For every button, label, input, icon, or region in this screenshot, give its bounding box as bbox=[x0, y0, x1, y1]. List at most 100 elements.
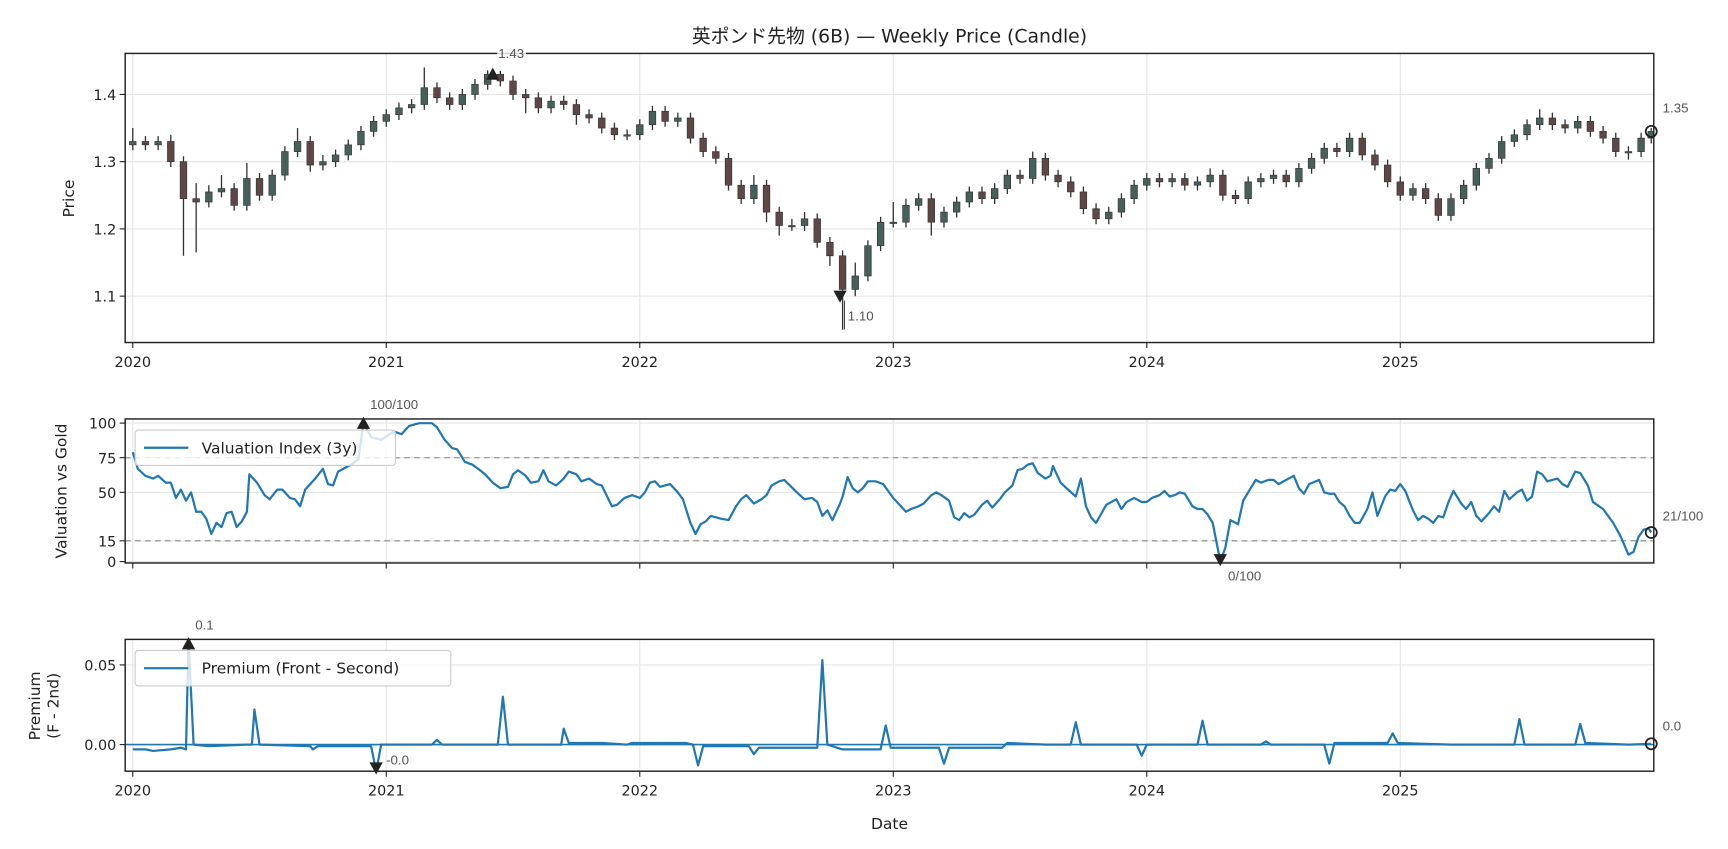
premium-x-tick-label: 2021 bbox=[368, 784, 405, 800]
candle-down bbox=[1358, 137, 1366, 156]
premium-x-tick-label: 2023 bbox=[875, 784, 912, 800]
candle-up bbox=[547, 100, 555, 109]
candle-up bbox=[344, 144, 352, 156]
premium-legend-box bbox=[134, 649, 452, 687]
premium-y-label-line2: (F - 2nd) bbox=[45, 673, 63, 739]
candle-down bbox=[737, 184, 745, 199]
candle-up bbox=[471, 84, 479, 95]
candle-up bbox=[319, 161, 327, 166]
plot-layer: 2020 2021 2022 2023 2024 2025 1.1 1.2 1.3 1.4 1.10… bbox=[84, 52, 1703, 800]
candle-up bbox=[1574, 120, 1582, 129]
premium-max-marker bbox=[181, 637, 196, 650]
candle-up bbox=[1029, 157, 1037, 179]
candle-down bbox=[255, 178, 264, 196]
candle-up bbox=[1498, 141, 1506, 159]
candle-down bbox=[978, 191, 986, 199]
candle-up bbox=[1624, 151, 1633, 154]
candle-up bbox=[674, 117, 682, 122]
candle-up bbox=[420, 87, 428, 105]
candle-down bbox=[1219, 174, 1227, 196]
price-min-marker bbox=[833, 290, 847, 303]
candle-up bbox=[889, 221, 897, 224]
candle-up bbox=[648, 110, 657, 126]
price-x-tick-label: 2024 bbox=[1128, 355, 1165, 371]
candle-up bbox=[1105, 211, 1113, 220]
premium-min-label: -0.0 bbox=[386, 753, 409, 768]
premium-last-marker bbox=[1644, 737, 1658, 751]
price-max-label-bg bbox=[497, 45, 526, 62]
candle-up bbox=[623, 134, 631, 137]
premium-y-tick-label: 0.00 bbox=[84, 738, 116, 754]
candle-up bbox=[1460, 184, 1468, 199]
chart-title: 英ポンド先物 (6B) — Weekly Price (Candle) bbox=[692, 25, 1087, 47]
candle-up bbox=[1257, 178, 1265, 183]
valuation-y-tick-label: 15 bbox=[98, 534, 116, 550]
candle-up bbox=[205, 191, 213, 203]
candle-down bbox=[1092, 208, 1100, 220]
candle-down bbox=[1231, 194, 1240, 199]
candle-up bbox=[940, 211, 948, 223]
candle-up bbox=[788, 225, 796, 228]
candle-down bbox=[1181, 178, 1189, 186]
candle-up bbox=[1523, 124, 1531, 136]
premium-plot-area bbox=[132, 639, 1652, 772]
candle-up bbox=[1117, 198, 1126, 213]
price-max-marker bbox=[486, 67, 500, 80]
valuation-y-tick-label: 100 bbox=[89, 417, 116, 433]
valuation-y-tick-label: 0 bbox=[107, 555, 116, 571]
price-x-tick-label: 2022 bbox=[621, 355, 658, 371]
candle-up bbox=[331, 154, 340, 163]
candle-up bbox=[458, 94, 466, 105]
price-last-marker bbox=[1644, 124, 1658, 138]
candle-down bbox=[1434, 198, 1442, 216]
candle-up bbox=[129, 141, 137, 146]
candle-up bbox=[281, 151, 289, 176]
candle-up bbox=[914, 198, 923, 206]
candle-down bbox=[1016, 174, 1024, 179]
premium-last-label: 0.0 bbox=[1663, 719, 1681, 734]
valuation-legend: Valuation Index (3y) bbox=[134, 429, 396, 467]
candle-up bbox=[382, 114, 390, 122]
price-x-tick-label: 2025 bbox=[1382, 355, 1419, 371]
price-x-tick-label: 2023 bbox=[875, 355, 912, 371]
candle-up bbox=[1130, 184, 1138, 199]
candle-up bbox=[952, 201, 961, 213]
candle-down bbox=[560, 100, 568, 105]
candle-up bbox=[750, 184, 758, 199]
candle-down bbox=[433, 87, 441, 99]
candle-down bbox=[1383, 164, 1392, 183]
candle-up bbox=[357, 131, 365, 146]
valuation-y-tick-label: 50 bbox=[98, 486, 116, 502]
candle-up bbox=[1307, 157, 1316, 169]
valuation-legend-box bbox=[134, 429, 396, 467]
valuation-last-marker bbox=[1644, 526, 1658, 539]
premium-max-label: 0.1 bbox=[195, 617, 213, 632]
candle-up bbox=[902, 205, 910, 223]
candle-up bbox=[154, 141, 162, 146]
candle-down bbox=[610, 127, 619, 136]
candle-up bbox=[1637, 137, 1645, 152]
candle-up bbox=[1472, 168, 1480, 186]
candle-down bbox=[192, 198, 200, 203]
candle-down bbox=[585, 114, 593, 119]
candle-up bbox=[1003, 174, 1012, 189]
candle-down bbox=[1421, 188, 1430, 199]
candle-up bbox=[1536, 117, 1544, 126]
candle-down bbox=[775, 211, 783, 226]
premium-y-tick-label: 0.05 bbox=[84, 658, 116, 674]
candle-down bbox=[1396, 181, 1404, 196]
candle-down bbox=[445, 97, 454, 105]
price-plot-area bbox=[129, 67, 1654, 330]
candle-down bbox=[1371, 154, 1379, 166]
valuation-min-label: 0/100 bbox=[1228, 569, 1261, 584]
premium-axes-frame bbox=[124, 638, 1655, 772]
price-x-tick-label: 2020 bbox=[114, 355, 151, 371]
candle-up bbox=[268, 174, 276, 196]
candle-down bbox=[522, 94, 530, 99]
candle-up bbox=[800, 218, 809, 226]
candle-down bbox=[661, 110, 669, 122]
valuation-y-tick-label: 75 bbox=[98, 451, 116, 467]
candle-down bbox=[1155, 178, 1164, 183]
candle-down bbox=[1067, 181, 1075, 193]
